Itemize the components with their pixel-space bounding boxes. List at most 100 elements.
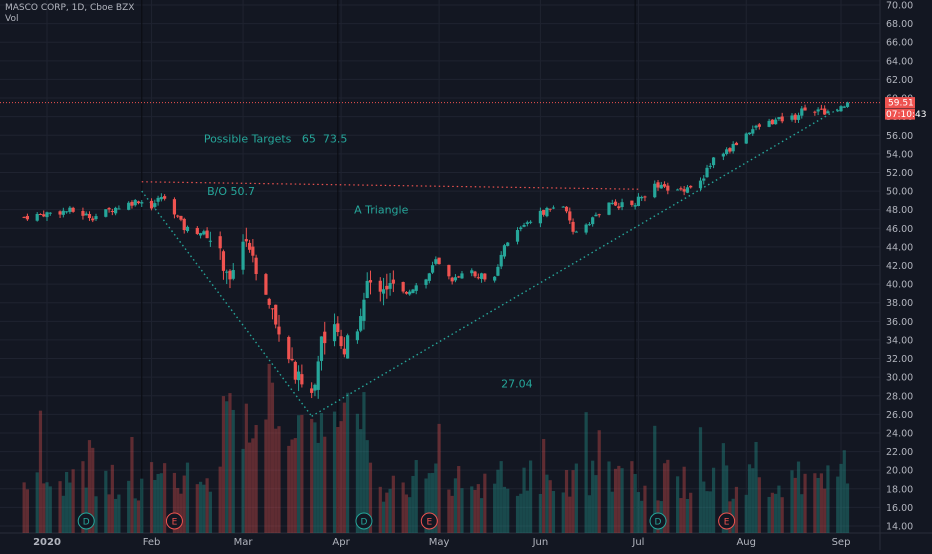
candle-body [290, 358, 294, 361]
event-circle[interactable] [165, 512, 183, 530]
candle-body [613, 201, 618, 206]
price-tick-label: 32.00 [886, 354, 913, 365]
volume-bar [110, 464, 114, 533]
candle-body [685, 187, 690, 193]
candle-body [640, 196, 644, 199]
time-tick-label: Jul [631, 537, 644, 548]
annotation-low[interactable]: 27.04 [501, 377, 532, 390]
volume-bar [45, 482, 49, 533]
volume-bar [133, 498, 137, 533]
volume-bar [388, 488, 392, 533]
volume-bar [483, 473, 487, 533]
event-circle[interactable] [77, 512, 95, 530]
earnings-marker[interactable]: E [420, 512, 438, 530]
volume-bar [633, 473, 637, 533]
price-tick-label: 16.00 [886, 503, 913, 514]
volume-bar [816, 477, 820, 533]
candle-body [731, 143, 735, 152]
volume-bar [208, 491, 212, 533]
annotation-targets[interactable]: Possible Targets 65 73.5 [204, 133, 348, 146]
candle-body [816, 109, 820, 112]
candle-body [728, 148, 732, 152]
volume-bar [813, 473, 817, 533]
volume-bar [61, 495, 65, 533]
price-tick-label: 26.00 [886, 410, 913, 421]
event-circle[interactable] [355, 512, 373, 530]
candle-body [479, 273, 484, 279]
volume-bar [346, 392, 350, 533]
candle-body [594, 214, 598, 217]
annotation-breakout[interactable]: B/O 50.7 [207, 185, 255, 198]
candle-body [708, 165, 712, 167]
volume-bar [159, 473, 163, 533]
candle-body [747, 132, 752, 135]
candle-body [241, 241, 245, 270]
symbol-title[interactable]: MASCO CORP, 1D, Cboe BZX [5, 3, 135, 13]
volume-bar [310, 418, 314, 533]
candle-body [198, 233, 203, 236]
candle-body [525, 222, 529, 224]
candle-body [65, 211, 69, 213]
volume-bar [319, 412, 324, 533]
volume-bar [179, 493, 183, 533]
candle-body [68, 207, 72, 212]
time-axis[interactable]: 2020 Feb Mar Apr May Jun Jul Aug Sep [33, 537, 850, 548]
candle-body [587, 224, 592, 226]
candle-body [620, 202, 624, 208]
candle-body [346, 335, 350, 359]
candle-body [751, 129, 755, 134]
price-tick-label: 28.00 [886, 391, 913, 402]
volume-bar [136, 500, 141, 533]
volume-bar [264, 419, 268, 533]
volume-legend[interactable]: Vol [5, 14, 19, 24]
resistance-line[interactable] [141, 181, 639, 190]
volume-bar [22, 482, 26, 533]
candle-body [800, 108, 804, 116]
dividend-marker[interactable]: D [77, 512, 95, 530]
candle-body [450, 277, 454, 282]
volume-bar [777, 485, 781, 533]
event-circle[interactable] [718, 512, 736, 530]
volume-bar [587, 495, 592, 533]
volume-bar [244, 403, 248, 533]
earnings-marker[interactable]: E [165, 512, 183, 530]
volume-bar [845, 483, 850, 533]
price-axis[interactable]: 70.0068.0066.0064.0062.0060.0058.0056.00… [886, 1, 913, 533]
annotations[interactable]: Possible Targets 65 73.5 B/O 50.7 A Tria… [204, 133, 533, 391]
candle-body [574, 231, 578, 233]
trend-drawings[interactable] [0, 102, 880, 417]
candle-body [774, 119, 778, 125]
volume-bar [734, 486, 739, 533]
volume-bar [770, 492, 774, 533]
candle-body [339, 336, 343, 347]
volume-bar [218, 466, 222, 533]
candle-body [679, 188, 683, 190]
ascending-trendline[interactable] [311, 106, 842, 417]
dividend-marker[interactable]: D [355, 512, 373, 530]
event-circle[interactable] [420, 512, 438, 530]
candle-body [842, 106, 846, 108]
candle-body [205, 230, 209, 239]
volume-bar [427, 473, 431, 533]
earnings-marker[interactable]: E [718, 512, 736, 530]
event-circle[interactable] [649, 512, 667, 530]
volume-bar [460, 488, 464, 533]
volume-bar [564, 470, 569, 533]
candle-body [528, 221, 533, 223]
candle-body [803, 107, 807, 111]
annotation-pattern[interactable]: A Triangle [354, 203, 408, 216]
candle-body [551, 207, 556, 209]
descending-trendline[interactable] [141, 190, 313, 417]
candle-body [231, 270, 235, 279]
candle-body [359, 316, 363, 331]
volume-bar [332, 411, 337, 533]
candle-body [127, 202, 131, 210]
volume-bar [114, 498, 118, 533]
candle-body [336, 323, 340, 333]
dividend-marker[interactable]: D [649, 512, 667, 530]
chart-legend[interactable]: MASCO CORP, 1D, Cboe BZX Vol [5, 3, 134, 25]
